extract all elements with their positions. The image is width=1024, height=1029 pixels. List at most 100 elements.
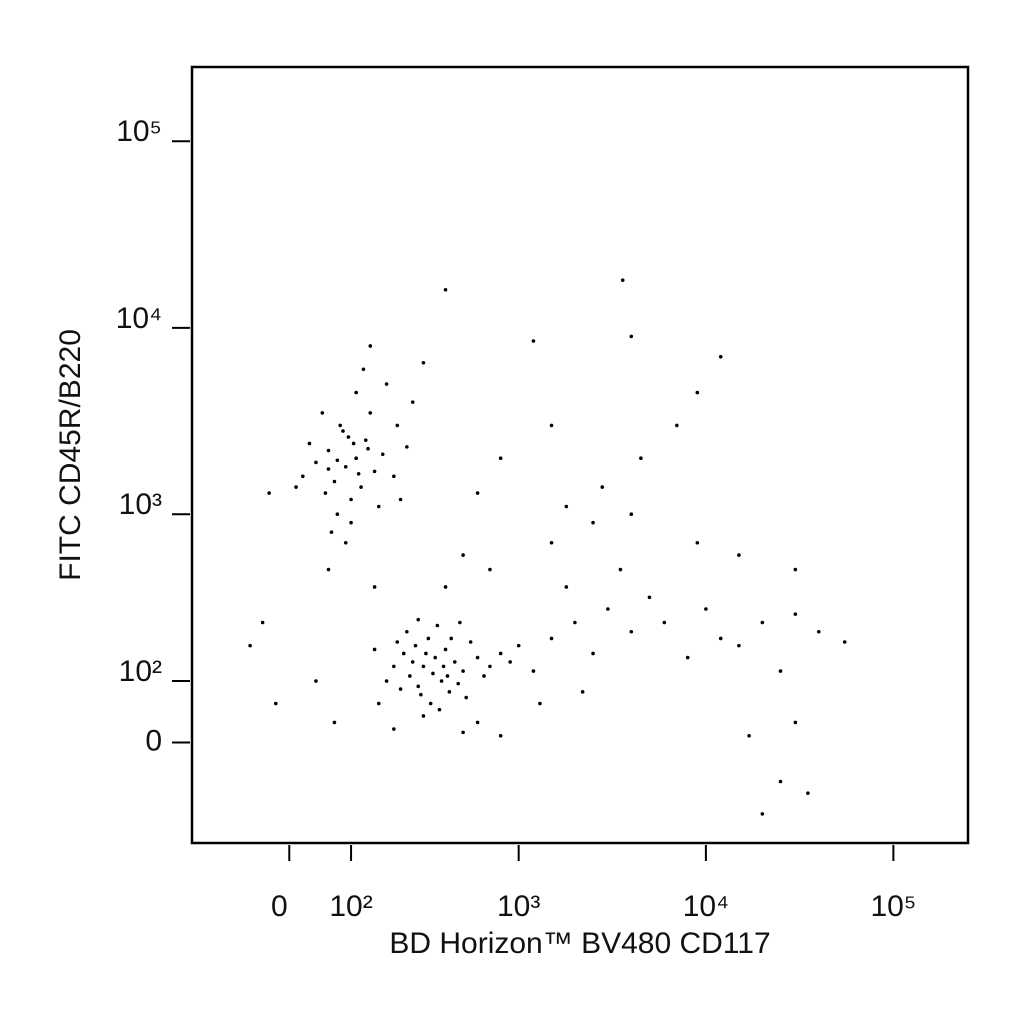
event-dot — [356, 471, 361, 476]
event-dot — [341, 429, 345, 433]
event-dot — [629, 629, 634, 634]
event-dot — [531, 669, 536, 673]
event-dot — [747, 733, 751, 738]
event-dot — [372, 585, 377, 589]
event-dot — [549, 423, 554, 428]
event-dot — [488, 664, 492, 669]
event-dot — [349, 520, 353, 525]
event-dot — [718, 354, 723, 359]
event-dot — [384, 679, 389, 683]
event-dot — [443, 647, 448, 652]
event-dot — [428, 701, 433, 706]
event-dot — [591, 520, 595, 525]
event-dot — [392, 664, 396, 669]
event-dot — [363, 438, 368, 442]
x-axis-label: BD Horizon™ BV480 CD117 — [389, 927, 770, 960]
event-dot — [419, 692, 423, 697]
event-dot — [433, 655, 437, 660]
event-dot — [538, 701, 542, 706]
event-dot — [600, 485, 605, 489]
event-dot — [606, 607, 610, 611]
event-dot — [426, 636, 431, 641]
event-dot — [395, 423, 400, 428]
event-dot — [368, 344, 373, 348]
event-dot — [395, 640, 400, 644]
event-dot — [564, 504, 569, 509]
event-dot — [401, 651, 406, 656]
y-axis-label: FITC CD45R/B220 — [54, 329, 87, 581]
event-dot — [449, 636, 454, 641]
plot-frame — [190, 65, 970, 845]
event-dot — [410, 400, 415, 404]
event-dot — [413, 643, 418, 648]
y-tick-label: 0 — [145, 724, 162, 757]
y-tick-label: 10⁵ — [116, 115, 162, 148]
event-dot — [778, 669, 783, 673]
event-dot — [384, 382, 389, 386]
event-dot — [508, 660, 512, 664]
event-dot — [718, 636, 723, 641]
event-dot — [421, 360, 426, 365]
event-dot — [441, 664, 446, 669]
event-dot — [443, 585, 448, 589]
event-dot — [842, 640, 847, 644]
event-dot — [475, 491, 480, 495]
event-dot — [549, 541, 554, 545]
event-dot — [695, 390, 700, 395]
event-dot — [580, 690, 585, 694]
event-dot — [445, 674, 450, 678]
event-dot — [354, 390, 358, 395]
event-dot — [447, 690, 452, 694]
event-dot — [329, 530, 334, 534]
event-dot — [416, 617, 421, 622]
event-dot — [793, 567, 798, 572]
event-dot — [439, 679, 444, 683]
event-dot — [468, 640, 473, 644]
event-dot — [437, 707, 442, 712]
event-dot — [392, 474, 396, 479]
event-dot — [410, 660, 415, 664]
event-dot — [452, 660, 457, 664]
event-dot — [737, 553, 741, 557]
event-dot — [405, 445, 409, 449]
event-dot — [443, 287, 448, 292]
event-dot — [260, 620, 265, 625]
event-dot — [461, 669, 465, 673]
event-dot — [760, 812, 765, 816]
event-dot — [662, 620, 667, 625]
event-dot — [475, 720, 480, 725]
event-dot — [431, 671, 435, 676]
event-dot — [335, 512, 340, 516]
event-dot — [332, 479, 337, 484]
event-dot — [421, 714, 426, 718]
x-tick-label: 0 — [271, 890, 288, 923]
event-dot — [737, 643, 741, 648]
event-dot — [647, 595, 652, 600]
event-dot — [591, 651, 595, 656]
event-dot — [307, 441, 312, 446]
event-dot — [398, 687, 403, 691]
event-dot — [314, 679, 318, 683]
event-dot — [273, 701, 278, 706]
event-dot — [675, 423, 679, 428]
y-tick-label: 10⁴ — [116, 302, 162, 335]
event-dot — [338, 423, 342, 428]
event-dot — [488, 567, 492, 572]
event-dot — [326, 448, 331, 453]
event-dot — [778, 779, 783, 784]
event-dot — [620, 278, 625, 283]
event-dot — [456, 681, 461, 686]
event-dot — [320, 411, 325, 415]
event-dot — [498, 456, 503, 461]
event-dot — [408, 674, 412, 678]
event-dot — [435, 623, 440, 628]
event-dot — [368, 411, 373, 415]
event-dot — [416, 684, 421, 689]
event-dot — [704, 607, 708, 611]
event-dot — [372, 647, 377, 652]
event-dot — [793, 720, 798, 725]
event-dot — [398, 497, 403, 502]
event-dot — [323, 491, 328, 495]
event-dot — [482, 674, 486, 678]
